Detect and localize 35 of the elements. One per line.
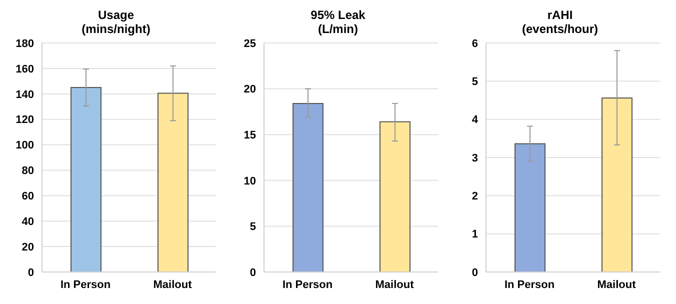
chart-title: Usage	[96, 8, 136, 22]
y-tick-label: 20	[22, 241, 34, 254]
y-tick-label: 160	[16, 63, 34, 76]
y-tick-label: 3	[472, 152, 478, 164]
y-tick-label: 20	[244, 84, 256, 96]
y-tick-label: 1	[472, 228, 478, 241]
x-tick-label: Mailout	[597, 278, 636, 291]
chart-subtitle: (L/min)	[317, 22, 359, 36]
x-tick-label: In Person	[60, 278, 111, 291]
y-tick-label: 5	[250, 221, 256, 234]
y-tick-label: 0	[28, 266, 34, 279]
chart-title: rAHI	[546, 8, 574, 22]
chart-subtitle: (mins/night)	[80, 22, 152, 36]
chart-title: 95% Leak	[310, 8, 366, 22]
y-tick-label: 180	[16, 38, 34, 50]
y-tick-label: 2	[472, 190, 478, 203]
x-tick-label: Mailout	[375, 278, 414, 291]
y-tick-label: 60	[22, 190, 34, 203]
y-tick-label: 10	[244, 175, 256, 188]
y-tick-label: 6	[472, 38, 478, 50]
y-tick-label: 80	[22, 165, 34, 178]
y-tick-label: 120	[16, 114, 34, 126]
y-tick-label: 40	[22, 216, 34, 228]
x-tick-label: In Person	[504, 278, 555, 291]
y-tick-label: 0	[250, 266, 256, 279]
y-tick-label: 25	[244, 38, 256, 50]
y-tick-label: 0	[472, 266, 478, 279]
y-tick-label: 140	[16, 88, 34, 101]
y-tick-label: 5	[472, 76, 478, 88]
x-tick-label: Mailout	[153, 278, 192, 291]
chart-subtitle: (events/hour)	[520, 22, 599, 36]
x-tick-label: In Person	[282, 278, 333, 291]
y-tick-label: 4	[472, 114, 479, 126]
y-tick-label: 15	[244, 130, 256, 142]
y-tick-label: 100	[16, 140, 34, 152]
